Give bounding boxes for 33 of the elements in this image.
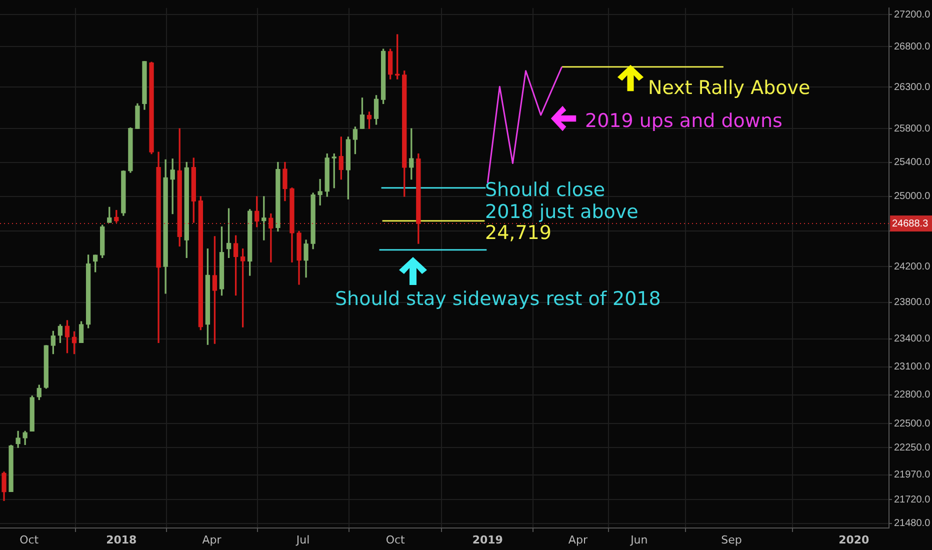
x-tick-label: 2018 — [106, 533, 137, 546]
y-tick-label: 23800.0 — [894, 297, 931, 308]
x-tick-label: Jul — [295, 533, 310, 546]
x-tick-label: 2019 — [472, 533, 503, 546]
y-tick-label: 23100.0 — [894, 362, 931, 373]
x-tick-label: Sep — [721, 533, 742, 546]
y-tick-label: 22250.0 — [894, 442, 931, 454]
y-tick-label: 26800.0 — [894, 41, 931, 52]
y-tick-label: 22800.0 — [894, 390, 931, 401]
x-tick-label: 2020 — [838, 533, 870, 546]
x-tick-label: Oct — [20, 533, 40, 546]
y-tick-label: 25800.0 — [894, 123, 931, 134]
y-tick-label: 25400.0 — [894, 157, 931, 168]
x-tick-label: Jun — [630, 533, 648, 546]
y-tick-label: 25000.0 — [894, 191, 931, 202]
annotation: 2018 just above — [485, 200, 638, 223]
annotation: 24,719 — [485, 222, 552, 244]
y-tick-label: 27200.0 — [894, 9, 931, 20]
y-tick-label: 24200.0 — [894, 261, 931, 272]
x-tick-label: Apr — [568, 533, 588, 546]
y-tick-label: 23400.0 — [894, 334, 931, 345]
y-tick-label: 22500.0 — [894, 418, 931, 430]
ref-line-label: 24688.3 — [892, 218, 929, 230]
annotation: Should close — [485, 178, 606, 201]
y-tick-label: 21480.0 — [894, 518, 931, 530]
annotation: Next Rally Above — [648, 76, 810, 99]
x-tick-label: Oct — [386, 533, 406, 546]
y-tick-label: 21970.0 — [894, 470, 931, 481]
x-tick-label: Apr — [202, 533, 222, 546]
annotation: 2019 ups and downs — [585, 110, 782, 132]
annotation: Should stay sideways rest of 2018 — [335, 288, 661, 310]
y-tick-label: 21720.0 — [894, 494, 931, 506]
y-tick-label: 26300.0 — [894, 82, 931, 93]
